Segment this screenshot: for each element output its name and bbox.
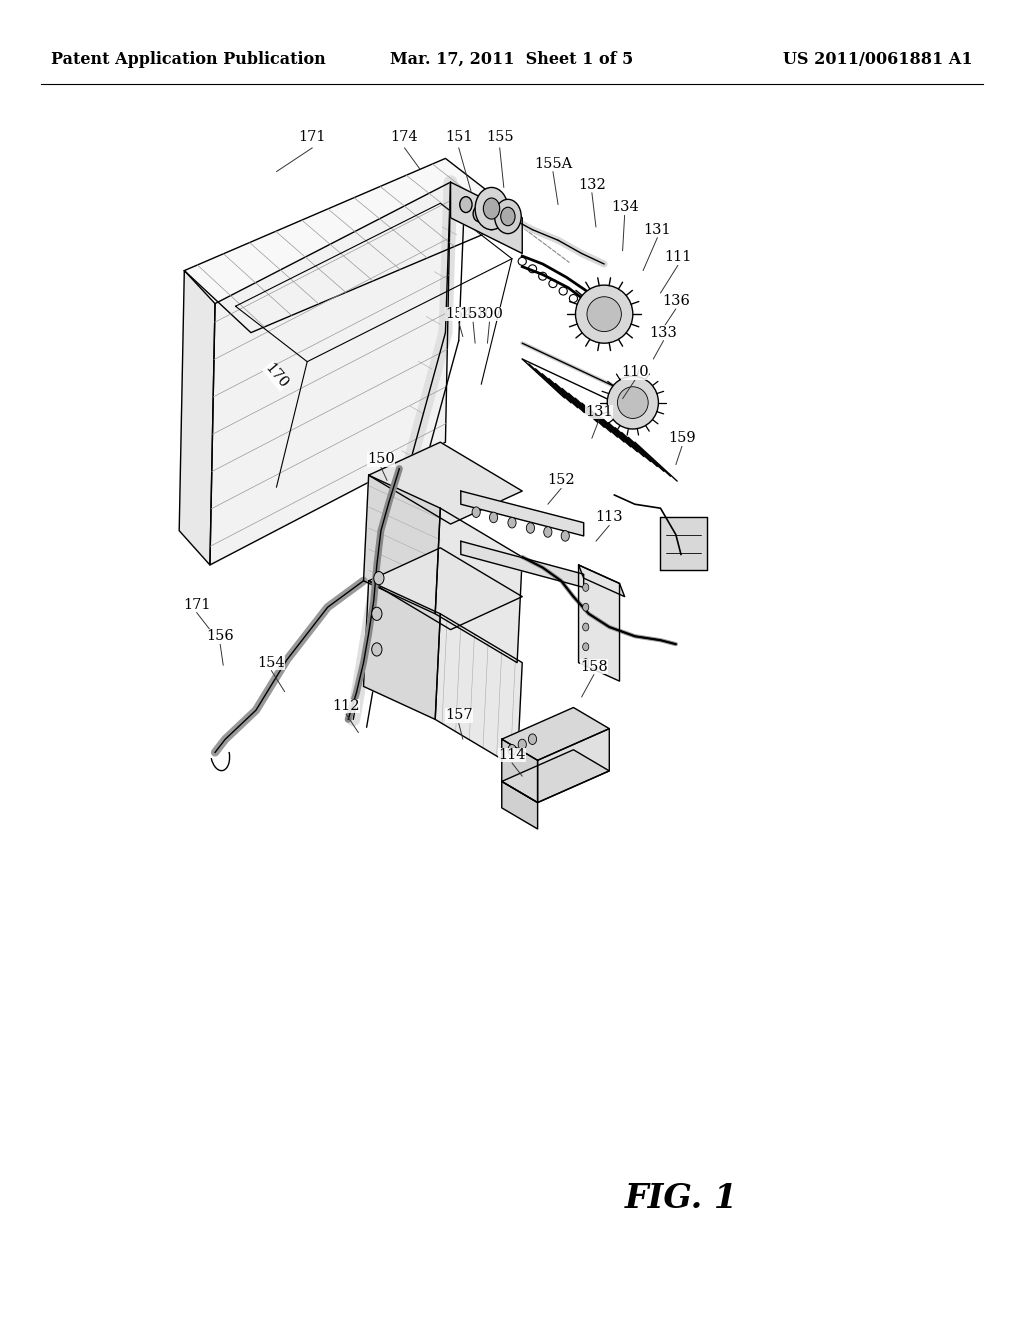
Text: 100: 100: [475, 308, 504, 321]
Circle shape: [489, 512, 498, 523]
Polygon shape: [364, 475, 440, 614]
Text: 155: 155: [486, 131, 513, 144]
Text: 132: 132: [578, 178, 606, 191]
Text: 113: 113: [596, 511, 623, 524]
Circle shape: [583, 623, 589, 631]
Circle shape: [561, 531, 569, 541]
Polygon shape: [660, 517, 707, 570]
Text: 136: 136: [662, 294, 690, 308]
Ellipse shape: [587, 297, 622, 331]
Text: 134: 134: [610, 201, 639, 214]
Polygon shape: [364, 581, 440, 719]
Text: 171: 171: [299, 131, 326, 144]
Polygon shape: [502, 750, 609, 803]
Text: Mar. 17, 2011  Sheet 1 of 5: Mar. 17, 2011 Sheet 1 of 5: [390, 51, 634, 67]
Text: 111: 111: [665, 251, 691, 264]
Polygon shape: [435, 508, 522, 663]
Polygon shape: [502, 739, 538, 803]
Circle shape: [508, 517, 516, 528]
Text: 110: 110: [622, 366, 648, 379]
Circle shape: [583, 583, 589, 591]
Polygon shape: [579, 565, 620, 681]
Text: 170: 170: [262, 362, 291, 391]
Circle shape: [495, 199, 521, 234]
Text: 157: 157: [445, 709, 472, 722]
Circle shape: [374, 572, 384, 585]
Text: 131: 131: [586, 405, 612, 418]
Ellipse shape: [607, 376, 658, 429]
Circle shape: [372, 607, 382, 620]
Ellipse shape: [575, 285, 633, 343]
Circle shape: [460, 197, 472, 213]
Text: 112: 112: [333, 700, 359, 713]
Text: 174: 174: [391, 131, 418, 144]
Circle shape: [501, 207, 515, 226]
Polygon shape: [579, 565, 625, 597]
Polygon shape: [369, 442, 522, 524]
Circle shape: [472, 507, 480, 517]
Circle shape: [473, 206, 485, 222]
Text: 159: 159: [669, 432, 695, 445]
Text: Patent Application Publication: Patent Application Publication: [51, 51, 326, 67]
Text: 155A: 155A: [534, 157, 572, 170]
Circle shape: [583, 603, 589, 611]
Text: 114: 114: [499, 748, 525, 762]
Circle shape: [372, 643, 382, 656]
Text: 151: 151: [445, 131, 472, 144]
Polygon shape: [369, 548, 522, 630]
Polygon shape: [502, 781, 538, 829]
Polygon shape: [184, 158, 522, 333]
Circle shape: [528, 734, 537, 744]
Polygon shape: [435, 614, 522, 768]
Circle shape: [485, 214, 498, 230]
Circle shape: [544, 527, 552, 537]
Ellipse shape: [617, 387, 648, 418]
Text: FIG. 1: FIG. 1: [625, 1183, 737, 1214]
Text: 131: 131: [644, 223, 671, 236]
Text: 152: 152: [548, 474, 574, 487]
Circle shape: [508, 744, 516, 755]
Text: 154: 154: [445, 308, 472, 321]
Text: 171: 171: [183, 598, 210, 611]
Circle shape: [526, 523, 535, 533]
Text: 154: 154: [258, 656, 285, 669]
Polygon shape: [461, 541, 584, 587]
Polygon shape: [502, 708, 609, 760]
Text: 158: 158: [580, 660, 608, 673]
Text: US 2011/0061881 A1: US 2011/0061881 A1: [783, 51, 973, 67]
Text: 153: 153: [459, 308, 487, 321]
Polygon shape: [538, 729, 609, 803]
Text: 156: 156: [206, 630, 234, 643]
Circle shape: [518, 739, 526, 750]
Circle shape: [583, 643, 589, 651]
Polygon shape: [451, 182, 522, 253]
Text: 150: 150: [367, 453, 395, 466]
Circle shape: [483, 198, 500, 219]
Text: 133: 133: [649, 326, 678, 339]
Polygon shape: [179, 271, 215, 565]
Circle shape: [475, 187, 508, 230]
Circle shape: [583, 659, 589, 667]
Polygon shape: [210, 182, 451, 565]
Polygon shape: [461, 491, 584, 536]
